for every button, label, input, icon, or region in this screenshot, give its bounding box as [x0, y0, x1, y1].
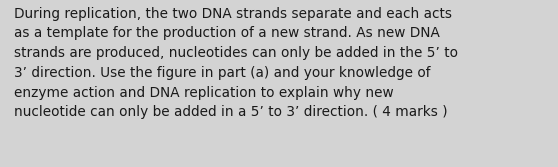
Text: During replication, the two DNA strands separate and each acts
as a template for: During replication, the two DNA strands … [14, 7, 458, 119]
